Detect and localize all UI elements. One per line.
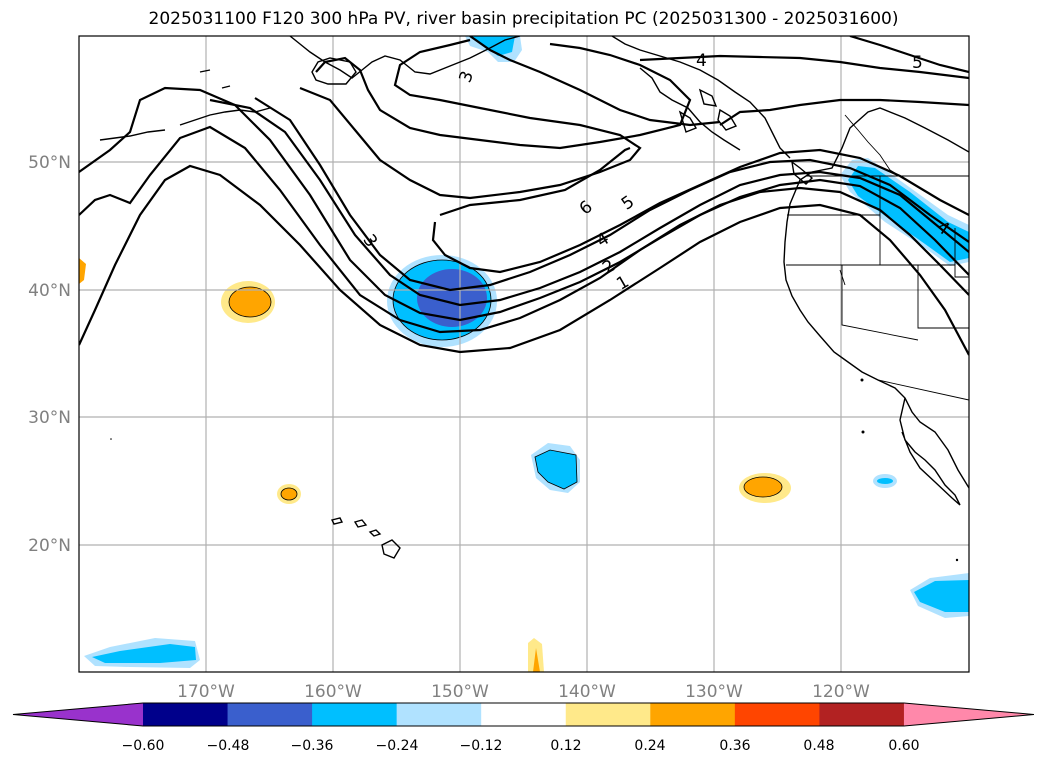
colorbar — [12, 702, 1034, 727]
map-title: 2025031100 F120 300 hPa PV, river basin … — [148, 9, 899, 29]
colorbar-tick-label: −0.12 — [460, 738, 503, 754]
colorbar-segment — [650, 703, 736, 726]
lon-label: 150°W — [431, 682, 489, 702]
lon-label: 120°W — [812, 682, 870, 702]
coastlines — [99, 36, 969, 562]
colorbar-segment — [734, 703, 820, 726]
colorbar-segment — [396, 703, 482, 726]
colorbar-outline — [12, 702, 1034, 727]
lon-label: 170°W — [177, 682, 235, 702]
lon-label: 160°W — [304, 682, 362, 702]
colorbar-tick-label: −0.48 — [207, 738, 250, 754]
colorbar-tick-label: 0.48 — [803, 738, 834, 754]
colorbar-tick-label: 0.24 — [634, 738, 665, 754]
colorbar-tick-label: 0.12 — [550, 738, 581, 754]
colorbar-segment — [819, 703, 905, 726]
anomaly-positive-west — [229, 287, 271, 317]
contour-label: 4 — [696, 51, 707, 71]
colorbar-tick-label: 0.60 — [888, 738, 919, 754]
anomaly-low-core — [417, 269, 487, 327]
colorbar-segment — [312, 703, 398, 726]
colorbar-tick-label: −0.60 — [122, 738, 165, 754]
map-frame — [78, 35, 970, 673]
lat-label: 20°N — [28, 536, 71, 556]
colorbar-segment — [565, 703, 651, 726]
graticule — [79, 36, 969, 672]
colorbar-extend-max — [903, 703, 1034, 726]
latitude-labels: 50°N 40°N 30°N 20°N — [28, 153, 71, 556]
lon-label: 130°W — [685, 682, 743, 702]
pv-contours — [79, 36, 969, 356]
colorbar-tick-label: 0.36 — [719, 738, 750, 754]
lon-label: 140°W — [558, 682, 616, 702]
contour-label: 5 — [912, 53, 923, 73]
colorbar-segment — [227, 703, 313, 726]
lat-label: 50°N — [28, 153, 71, 173]
lat-label: 30°N — [28, 408, 71, 428]
political-borders — [786, 114, 969, 401]
colorbar-tick-label: −0.36 — [291, 738, 334, 754]
longitude-labels: 170°W 160°W 150°W 140°W 130°W 120°W — [177, 682, 870, 702]
colorbar-segment — [143, 703, 229, 726]
colorbar-segment — [481, 703, 567, 726]
colorbar-tick-label: −0.24 — [376, 738, 419, 754]
colorbar-ticks: −0.60 −0.48 −0.36 −0.24 −0.12 0.12 0.24 … — [122, 738, 920, 754]
lat-label: 40°N — [28, 281, 71, 301]
map-area — [79, 36, 969, 672]
colorbar-extend-min — [13, 703, 143, 726]
